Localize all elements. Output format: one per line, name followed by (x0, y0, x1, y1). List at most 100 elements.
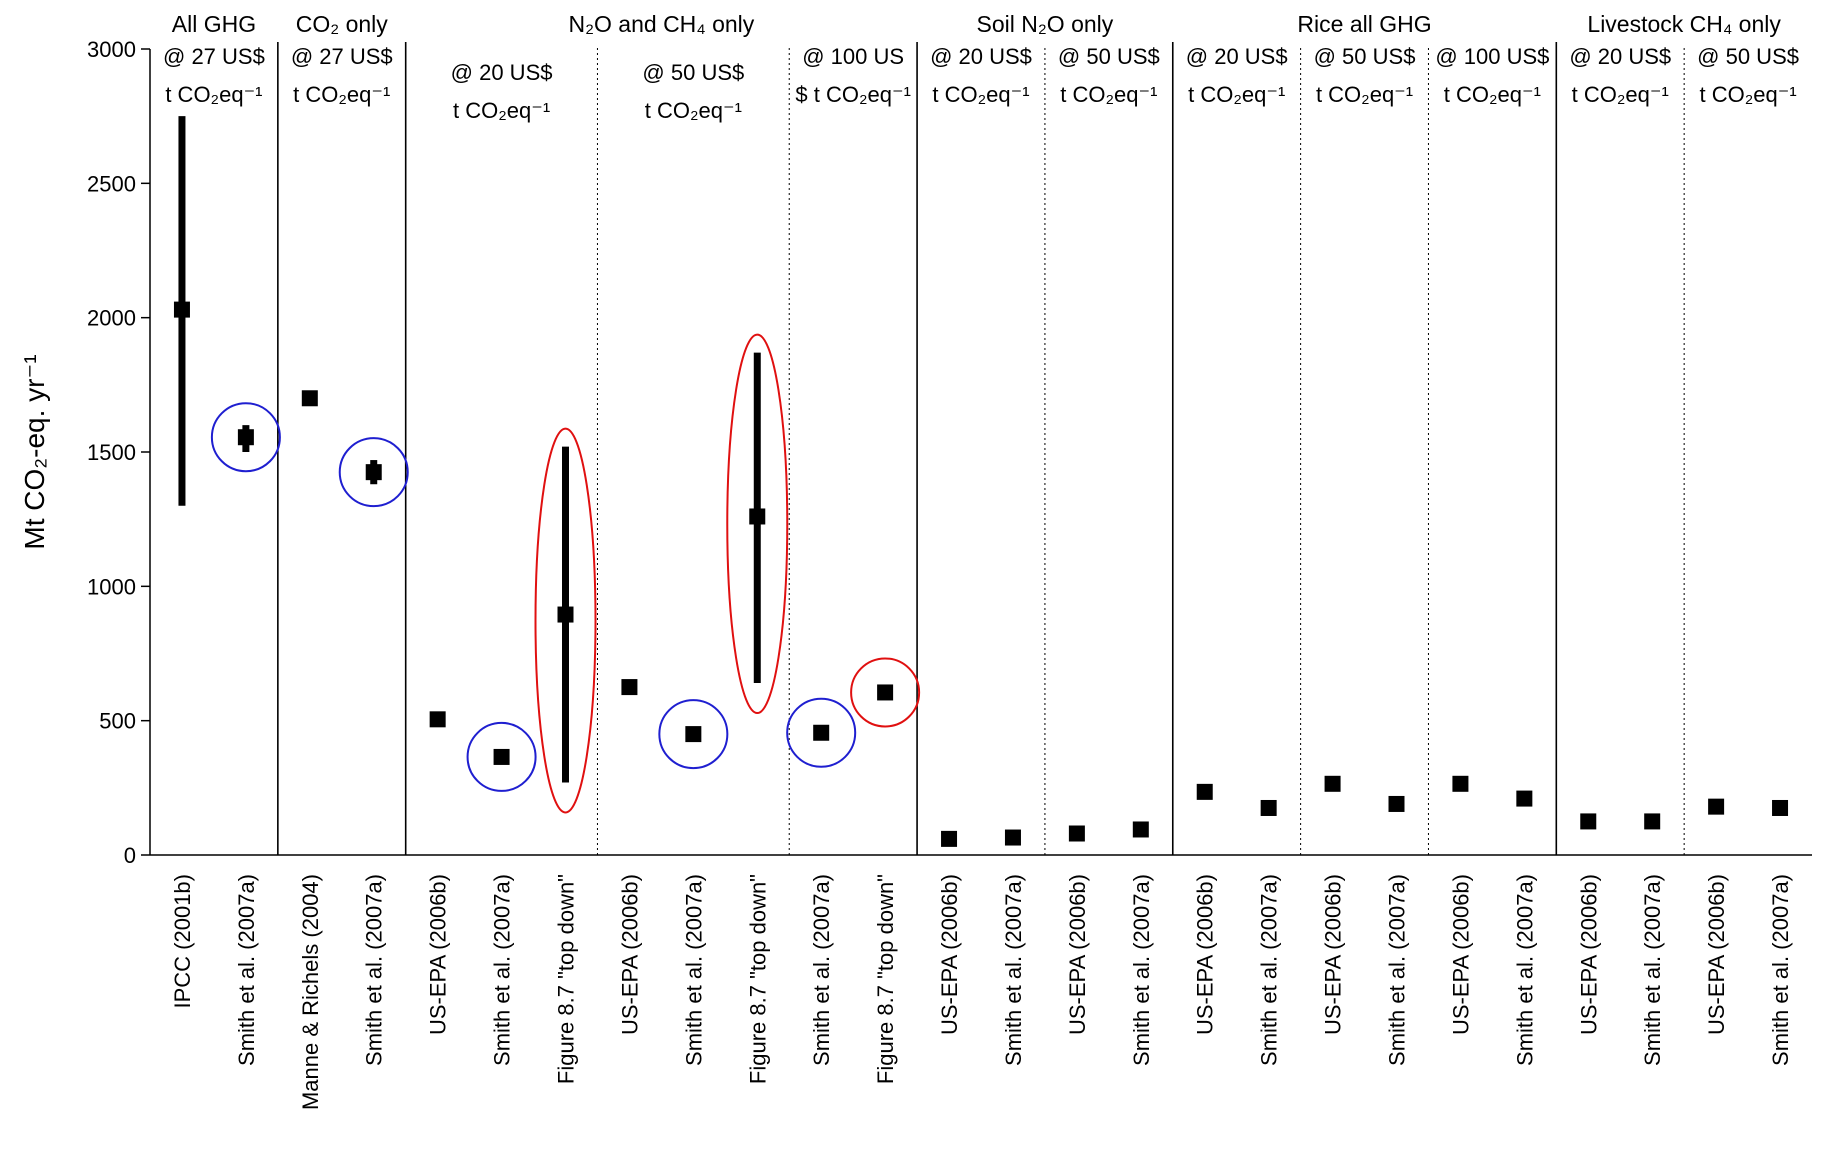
highlight-ellipse (534, 427, 597, 814)
x-tick-label: US-EPA (2006b) (1576, 874, 1601, 1035)
subgroup-unit: $ t CO₂eq⁻¹ (795, 82, 911, 107)
data-point (1068, 825, 1085, 842)
subgroup-unit: t CO₂eq⁻¹ (165, 82, 262, 107)
y-tick-label: 1500 (87, 440, 136, 465)
data-point (1708, 798, 1725, 815)
x-tick-label: US-EPA (2006b) (426, 874, 451, 1035)
y-tick-label: 500 (99, 709, 136, 734)
x-tick-label: Smith et al. (2007a) (1001, 874, 1026, 1066)
data-point (877, 684, 894, 701)
group-separators (277, 42, 1685, 855)
subgroup-unit: t CO₂eq⁻¹ (1444, 82, 1541, 107)
group-title: Rice all GHG (1297, 11, 1431, 37)
y-tick-label: 2500 (87, 171, 136, 196)
x-tick-label: Smith et al. (2007a) (490, 874, 515, 1066)
data-point (1772, 799, 1789, 816)
x-tick-label: Smith et al. (2007a) (1385, 874, 1410, 1066)
y-tick-label: 3000 (87, 37, 136, 62)
subgroup-price: @ 20 US$ (930, 44, 1032, 69)
data-point (173, 301, 190, 318)
data-point (1004, 829, 1021, 846)
data-point (493, 748, 510, 765)
subgroup-price: @ 100 US (802, 44, 904, 69)
subgroup-unit: t CO₂eq⁻¹ (293, 82, 390, 107)
x-tick-label: Figure 8.7 "top down" (873, 874, 898, 1084)
x-tick-label: US-EPA (2006b) (1065, 874, 1090, 1035)
data-point (1516, 790, 1533, 807)
data-point (813, 724, 830, 741)
data-marks (173, 116, 1789, 847)
subgroup-price: @ 50 US$ (642, 60, 744, 85)
group-headers: All GHG CO₂ only N₂O and CH₄ only Soil N₂O … (163, 11, 1799, 123)
data-point (301, 390, 318, 407)
y-tick-label: 0 (124, 843, 136, 868)
subgroup-unit: t CO₂eq⁻¹ (1060, 82, 1157, 107)
group-title: N₂O and CH₄ only (568, 11, 754, 37)
data-point (237, 429, 254, 446)
x-tick-label: Smith et al. (2007a) (809, 874, 834, 1066)
x-tick-label: Smith et al. (2007a) (1129, 874, 1154, 1066)
x-tick-label: Smith et al. (2007a) (362, 874, 387, 1066)
x-labels: IPCC (2001b) Smith et al. (2007a) Manne & … (170, 874, 1793, 1110)
group-title: Livestock CH₄ only (1587, 11, 1781, 37)
x-tick-label: Figure 8.7 "top down" (745, 874, 770, 1084)
x-tick-label: Manne & Richels (2004) (298, 874, 323, 1110)
data-point (941, 830, 958, 847)
data-point (1388, 795, 1405, 812)
subgroup-unit: t CO₂eq⁻¹ (932, 82, 1029, 107)
data-point (1644, 813, 1661, 830)
highlight-circle (658, 699, 729, 770)
y-tick-label: 1000 (87, 574, 136, 599)
subgroup-price: @ 20 US$ (1569, 44, 1671, 69)
data-point (429, 711, 446, 728)
data-point (1324, 775, 1341, 792)
data-point (1132, 821, 1149, 838)
x-tick-label: US-EPA (2006b) (617, 874, 642, 1035)
data-point (365, 464, 382, 481)
highlight-circle (210, 402, 281, 473)
highlight-circle (338, 437, 409, 508)
group-title: Soil N₂O only (977, 11, 1114, 37)
subgroup-price: @ 20 US$ (451, 60, 553, 85)
y-axis-label: Mt CO₂-eq. yr⁻¹ (19, 354, 50, 549)
x-tick-label: Smith et al. (2007a) (234, 874, 259, 1066)
data-point (1196, 783, 1213, 800)
x-tick-label: US-EPA (2006b) (1448, 874, 1473, 1035)
x-tick-label: Figure 8.7 "top down" (554, 874, 579, 1084)
data-point (685, 726, 702, 743)
x-tick-label: US-EPA (2006b) (1704, 874, 1729, 1035)
highlight-ellipse (726, 333, 789, 715)
subgroup-unit: t CO₂eq⁻¹ (645, 98, 742, 123)
x-tick-label: US-EPA (2006b) (1321, 874, 1346, 1035)
subgroup-price: @ 50 US$ (1314, 44, 1416, 69)
x-tick-label: Smith et al. (2007a) (1512, 874, 1537, 1066)
x-tick-label: Smith et al. (2007a) (1640, 874, 1665, 1066)
x-tick-label: IPCC (2001b) (170, 874, 195, 1009)
subgroup-unit: t CO₂eq⁻¹ (453, 98, 550, 123)
highlight-circle (850, 657, 921, 728)
subgroup-unit: t CO₂eq⁻¹ (1572, 82, 1669, 107)
subgroup-price: @ 100 US$ (1435, 44, 1549, 69)
highlight-circle (786, 697, 857, 768)
y-tick-label: 2000 (87, 306, 136, 331)
x-tick-label: US-EPA (2006b) (1193, 874, 1218, 1035)
subgroup-price: @ 27 US$ (163, 44, 265, 69)
group-title: CO₂ only (296, 11, 389, 37)
data-point (1580, 813, 1597, 830)
highlight-circle (466, 721, 537, 792)
data-point (557, 606, 574, 623)
x-tick-label: Smith et al. (2007a) (681, 874, 706, 1066)
x-tick-label: US-EPA (2006b) (937, 874, 962, 1035)
x-tick-label: Smith et al. (2007a) (1257, 874, 1282, 1066)
subgroup-unit: t CO₂eq⁻¹ (1699, 82, 1796, 107)
data-point (621, 679, 638, 696)
data-point (1260, 799, 1277, 816)
axes: 0 500 1000 1500 2000 2500 3000 Mt CO₂-eq. yr⁻¹ (19, 37, 1812, 868)
subgroup-price: @ 50 US$ (1697, 44, 1799, 69)
subgroup-price: @ 27 US$ (291, 44, 393, 69)
subgroup-unit: t CO₂eq⁻¹ (1316, 82, 1413, 107)
subgroup-price: @ 50 US$ (1058, 44, 1160, 69)
x-tick-label: Smith et al. (2007a) (1768, 874, 1793, 1066)
subgroup-unit: t CO₂eq⁻¹ (1188, 82, 1285, 107)
